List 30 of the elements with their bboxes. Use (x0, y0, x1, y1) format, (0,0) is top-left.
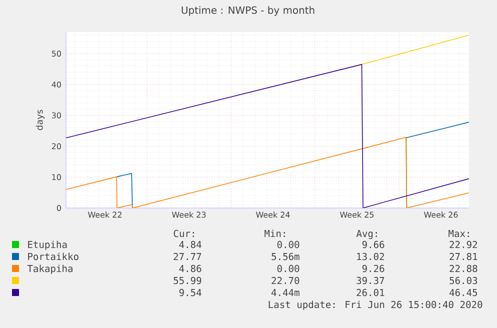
text: 9.66 (362, 240, 384, 248)
text: 9.54 (179, 288, 202, 296)
chart-title: Uptime : NWPS - by month (182, 6, 314, 16)
text: Min: (264, 230, 285, 237)
legend-label: Etupiha (28, 240, 67, 250)
legend-label: Portaikko (28, 252, 78, 260)
y-axis-title: days (36, 110, 44, 130)
text: 22.70 (272, 276, 300, 284)
text: 4.84 (179, 240, 202, 248)
text: 26.01 (356, 288, 384, 296)
text: 13.02 (357, 252, 384, 260)
text: Max: (448, 230, 469, 238)
text: 27.77 (174, 252, 202, 260)
text: 46.45 (449, 288, 478, 296)
text: Avg: (356, 230, 377, 240)
text: 27.81 (450, 252, 478, 260)
text: Cur: (174, 230, 194, 238)
text: 55.99 (174, 276, 202, 284)
text: 0.00 (277, 264, 300, 272)
text: 22.88 (450, 264, 478, 272)
text: Last update: Fri Jun 26 15:00:40 2020 (268, 300, 482, 310)
text: 9.26 (362, 264, 384, 272)
text: 5.56m (272, 252, 300, 260)
text: 22.92 (450, 240, 477, 248)
text: 4.44m (271, 289, 300, 296)
text: 4.86 (179, 264, 202, 272)
text: 56.03 (450, 276, 478, 284)
legend-label: Takapiha (27, 264, 72, 274)
text: 39.37 (356, 276, 384, 284)
text: 0.00 (277, 240, 300, 248)
